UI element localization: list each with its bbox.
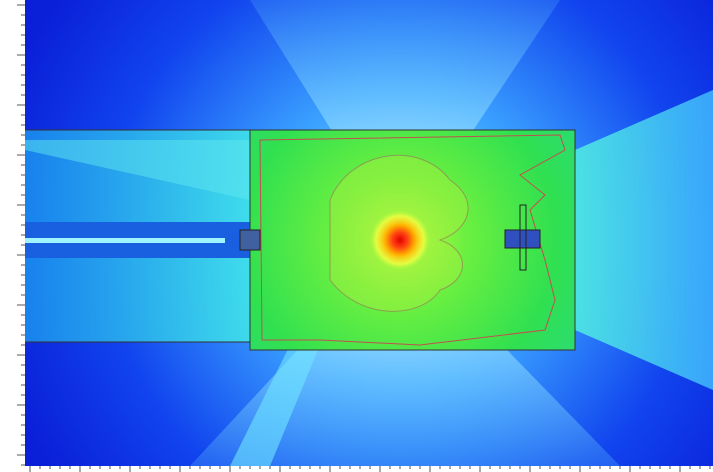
page: (() => { const svg = document.getElement… xyxy=(0,0,713,472)
dose-map xyxy=(0,0,713,472)
beamline xyxy=(25,238,225,243)
source-hotspot xyxy=(370,210,430,270)
target-component xyxy=(505,230,540,248)
entrance-component xyxy=(240,230,260,250)
